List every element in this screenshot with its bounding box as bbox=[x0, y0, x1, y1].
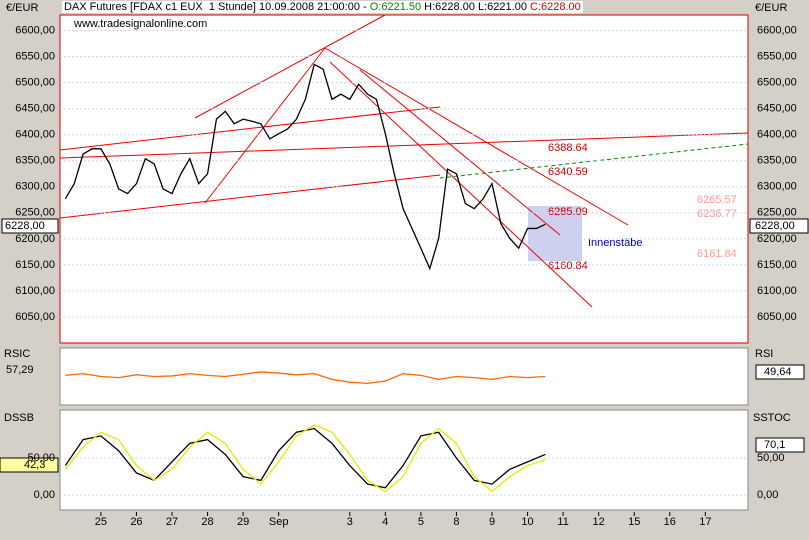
price-tag bbox=[749, 218, 809, 234]
annotation: Innenstäbe bbox=[588, 237, 642, 249]
y-tick-label: 6050,00 bbox=[15, 311, 55, 323]
open: O:6221.50 bbox=[369, 1, 422, 13]
y-tick-label: 6600,00 bbox=[757, 25, 797, 37]
x-tick-label: 4 bbox=[382, 516, 388, 528]
annotation: 6388.64 bbox=[548, 142, 588, 154]
title: DAX Futures [FDAX c1 EUX 1 Stunde] 10.09… bbox=[64, 1, 367, 13]
x-tick-label: Sep bbox=[269, 516, 289, 528]
y-tick-label: 0,00 bbox=[757, 489, 778, 501]
x-tick-label: 11 bbox=[557, 516, 568, 528]
rsi-panel bbox=[59, 347, 749, 406]
panel-value: 70,1 bbox=[764, 439, 785, 451]
y-tick-label: 6600,00 bbox=[15, 25, 55, 37]
y-tick-label: 6400,00 bbox=[15, 129, 55, 141]
y-tick-label: 6200,00 bbox=[757, 233, 797, 245]
y-tick-label: 6400,00 bbox=[757, 129, 797, 141]
x-tick-label: 29 bbox=[237, 516, 249, 528]
y-tick-label: 6450,00 bbox=[757, 103, 797, 115]
y-tick-label: 6100,00 bbox=[15, 285, 55, 297]
y-tick-label: 0,00 bbox=[34, 489, 55, 501]
panel-name: DSSB bbox=[4, 412, 34, 424]
panel-name: RSI bbox=[755, 348, 773, 360]
annotation: 6236.77 bbox=[697, 208, 737, 220]
series-line bbox=[64, 424, 546, 493]
annotation: 6161.84 bbox=[697, 248, 737, 260]
y-tick-label: 6500,00 bbox=[757, 77, 797, 89]
currency: €/EUR bbox=[755, 2, 787, 14]
y-tick-label: 6500,00 bbox=[15, 77, 55, 89]
x-tick-label: 5 bbox=[418, 516, 424, 528]
y-tick-label: 6250,00 bbox=[15, 207, 55, 219]
y-tick-label: 6200,00 bbox=[15, 233, 55, 245]
panel-value: 49,64 bbox=[764, 366, 792, 378]
annotation: 6340.59 bbox=[548, 166, 588, 178]
price-tag-text: 6228,00 bbox=[5, 220, 45, 232]
y-tick-label: 6100,00 bbox=[757, 285, 797, 297]
x-tick-label: 17 bbox=[699, 516, 711, 528]
x-tick-label: 28 bbox=[201, 516, 213, 528]
annotation: 6160.84 bbox=[548, 260, 588, 272]
series-line bbox=[64, 63, 546, 271]
panel-name: SSTOC bbox=[753, 412, 791, 424]
x-tick-label: 25 bbox=[95, 516, 107, 528]
inside-bar-box bbox=[528, 206, 582, 261]
x-tick-label: 10 bbox=[521, 516, 533, 528]
y-tick-label: 50,00 bbox=[27, 452, 55, 464]
value-box bbox=[0, 457, 59, 473]
y-tick-label: 6450,00 bbox=[15, 103, 55, 115]
x-tick-label: 16 bbox=[664, 516, 676, 528]
series-line bbox=[65, 371, 546, 384]
panel-name: RSIC bbox=[4, 348, 30, 360]
value-box bbox=[755, 364, 805, 380]
y-tick-label: 6350,00 bbox=[15, 155, 55, 167]
source: www.tradesignalonline.com bbox=[73, 18, 207, 30]
trend-lines bbox=[59, 14, 749, 308]
y-tick-label: 6550,00 bbox=[757, 51, 797, 63]
annotation: 6285.09 bbox=[548, 206, 588, 218]
header: DAX Futures [FDAX c1 EUX 1 Stunde] 10.09… bbox=[62, 1, 583, 13]
close: C:6228.00 bbox=[530, 1, 581, 13]
y-tick-label: 50,00 bbox=[757, 452, 785, 464]
y-tick-label: 6300,00 bbox=[757, 181, 797, 193]
low: L:6221.00 bbox=[478, 1, 527, 13]
panel-value: 57,29 bbox=[6, 364, 34, 376]
x-tick-label: 12 bbox=[593, 516, 605, 528]
x-tick-label: 26 bbox=[130, 516, 142, 528]
value-box bbox=[755, 437, 805, 453]
x-tick-label: 9 bbox=[489, 516, 495, 528]
y-tick-label: 6550,00 bbox=[15, 51, 55, 63]
high: H:6228.00 bbox=[424, 1, 475, 13]
price-tag-text: 6228,00 bbox=[755, 220, 795, 232]
price-tag bbox=[1, 218, 59, 234]
y-tick-label: 6150,00 bbox=[15, 259, 55, 271]
y-tick-label: 6150,00 bbox=[757, 259, 797, 271]
y-tick-label: 6250,00 bbox=[757, 207, 797, 219]
annotation: 6265.57 bbox=[697, 194, 737, 206]
x-tick-label: 8 bbox=[453, 516, 459, 528]
x-tick-label: 3 bbox=[347, 516, 353, 528]
x-tick-label: 15 bbox=[628, 516, 640, 528]
panel-value: 42,3 bbox=[24, 459, 45, 471]
y-tick-label: 6300,00 bbox=[15, 181, 55, 193]
currency: €/EUR bbox=[6, 2, 38, 14]
y-tick-label: 6350,00 bbox=[757, 155, 797, 167]
x-tick-label: 27 bbox=[166, 516, 178, 528]
y-tick-label: 6050,00 bbox=[757, 311, 797, 323]
